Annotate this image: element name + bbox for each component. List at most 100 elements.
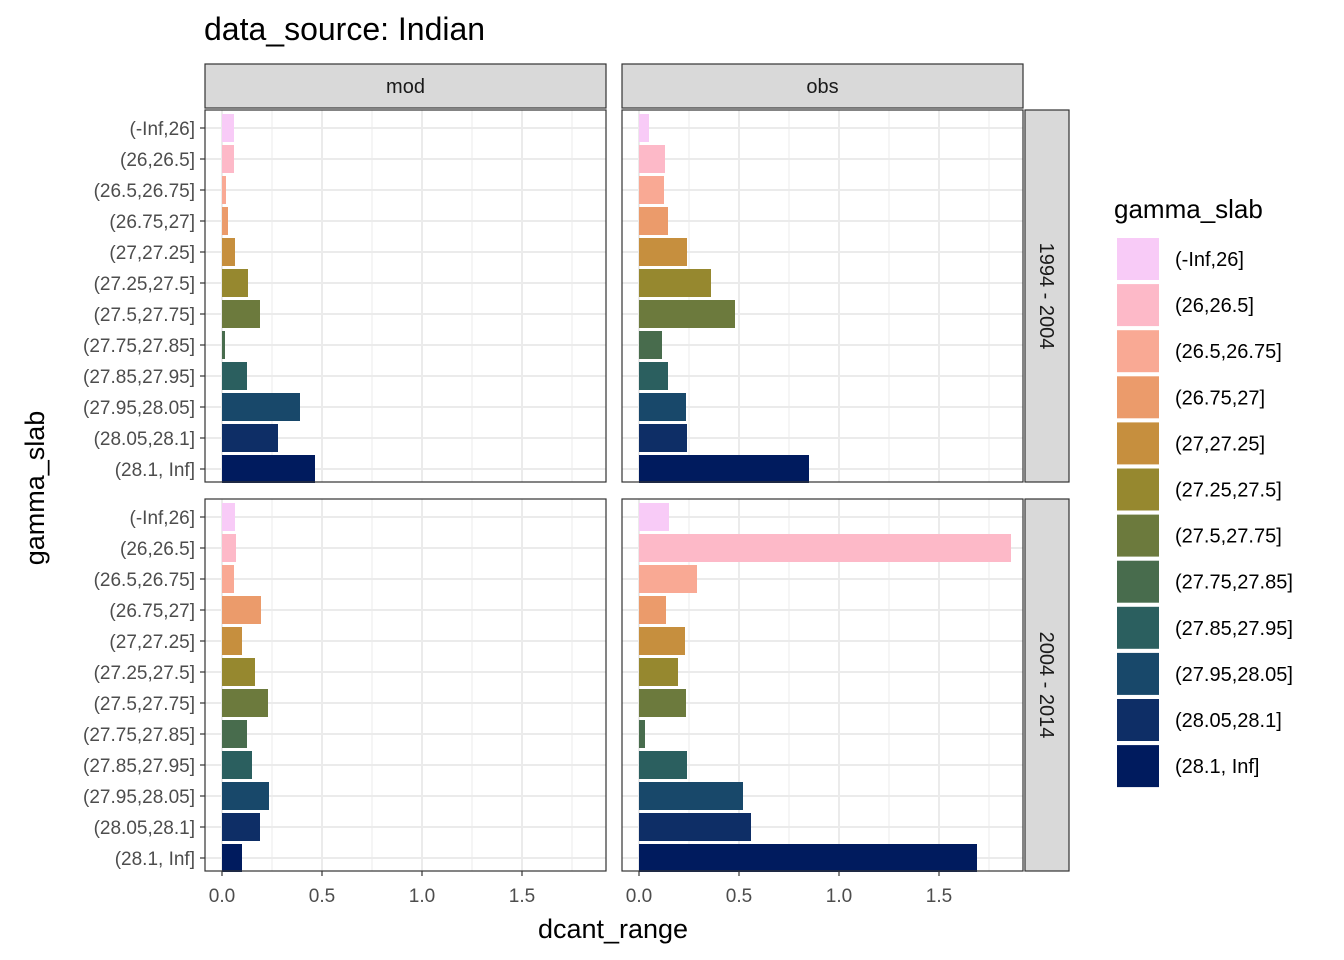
- bar-27-85-27-95: [222, 362, 247, 390]
- y-tick-label: (28.1, Inf]: [115, 460, 195, 481]
- bar-26-75-27: [222, 207, 228, 235]
- bar-27-95-28-05: [222, 782, 269, 810]
- bar-26-5-26-75: [222, 176, 226, 204]
- bar-27-75-27-85: [222, 331, 225, 359]
- legend-label-26-26-5: (26,26.5]: [1175, 295, 1254, 317]
- panels-group: mod obs 1994 - 2004 2004 - 2014 (-Inf,26] (26…: [83, 63, 1070, 907]
- strip-mod-bg: [204, 63, 607, 109]
- legend-key-28-1-inf: [1117, 745, 1159, 788]
- bar-27-27-25: [222, 238, 235, 266]
- legend-key-27-95-28-05: [1117, 652, 1159, 695]
- bar-28-1-inf: [639, 844, 977, 872]
- y-tick-label: (27.95,28.05]: [83, 398, 195, 419]
- legend-label-28-1-inf: (28.1, Inf]: [1175, 756, 1260, 778]
- legend-label-27-75-27-85: (27.75,27.85]: [1175, 572, 1293, 594]
- x-tick-label: 0.5: [309, 886, 335, 907]
- y-tick-label: (-Inf,26]: [130, 508, 195, 529]
- panel-obs-row2-border: [621, 498, 1024, 872]
- y-tick-label: (27.95,28.05]: [83, 787, 195, 808]
- bar-27-85-27-95: [639, 751, 687, 779]
- bar-27-85-27-95: [222, 751, 252, 779]
- legend-key-27-75-27-85: [1117, 560, 1159, 603]
- panel-mod-row2-border: [204, 498, 607, 872]
- bar-26-26-5: [222, 145, 234, 173]
- x-axis-title: dcant_range: [538, 914, 688, 944]
- bar-28-05-28-1: [639, 813, 751, 841]
- legend-key-27-27-25: [1117, 422, 1159, 465]
- bar-26-5-26-75: [639, 565, 697, 593]
- bar-27-25-27-5: [639, 269, 711, 297]
- panel-mod-row1-border: [204, 109, 607, 483]
- bar-26-5-26-75: [222, 565, 234, 593]
- legend-label-27-25-27-5: (27.25,27.5]: [1175, 480, 1282, 502]
- y-tick-label: (28.05,28.1]: [94, 429, 195, 450]
- bar-27-5-27-75: [222, 300, 260, 328]
- bar-inf-26: [222, 114, 234, 142]
- bar-26-75-27: [639, 207, 668, 235]
- bar-26-26-5: [222, 534, 236, 562]
- y-tick-label: (26,26.5]: [120, 150, 195, 171]
- bar-28-05-28-1: [222, 424, 278, 452]
- y-tick-label: (27,27.25]: [109, 632, 195, 653]
- legend-label-28-05-28-1: (28.05,28.1]: [1175, 710, 1282, 732]
- legend-title: gamma_slab: [1114, 194, 1263, 224]
- legend: gamma_slab (-Inf,26] (26,26.5] (26.5,26.75…: [1114, 194, 1293, 788]
- strip-obs-label: obs: [806, 76, 838, 98]
- y-tick-label: (28.05,28.1]: [94, 818, 195, 839]
- bar-27-25-27-5: [222, 658, 255, 686]
- strip-row-2-bg: [1024, 498, 1070, 872]
- chart-title: data_source: Indian: [204, 11, 485, 47]
- legend-key-27-85-27-95: [1117, 606, 1159, 649]
- bar-26-26-5: [639, 145, 665, 173]
- x-tick-label: 0.0: [626, 886, 652, 907]
- bar-27-85-27-95: [639, 362, 668, 390]
- legend-key-26-75-27: [1117, 376, 1159, 419]
- bar-27-5-27-75: [639, 689, 686, 717]
- legend-label-inf-26: (-Inf,26]: [1175, 249, 1244, 271]
- x-tick-label: 0.0: [209, 886, 235, 907]
- legend-key-28-05-28-1: [1117, 699, 1159, 741]
- y-tick-label: (26.75,27]: [109, 601, 195, 622]
- legend-key-26-5-26-75: [1117, 330, 1159, 373]
- bar-inf-26: [639, 503, 669, 531]
- y-tick-label: (26,26.5]: [120, 539, 195, 560]
- legend-label-26-75-27: (26.75,27]: [1175, 387, 1265, 409]
- bar-27-25-27-5: [639, 658, 678, 686]
- panel-mod-row2-background: [205, 499, 606, 871]
- bar-28-1-inf: [639, 455, 809, 483]
- bar-26-75-27: [222, 596, 261, 624]
- panel-obs-row2: [621, 498, 1024, 872]
- legend-key-27-25-27-5: [1117, 468, 1159, 511]
- x-tick-label: 1.5: [926, 886, 952, 907]
- bar-27-5-27-75: [639, 300, 735, 328]
- x-tick-label: 1.0: [826, 886, 852, 907]
- bar-inf-26: [639, 114, 649, 142]
- bar-26-75-27: [639, 596, 666, 624]
- legend-label-27-5-27-75: (27.5,27.75]: [1175, 526, 1282, 548]
- bar-27-27-25: [222, 627, 242, 655]
- x-tick-label: 1.0: [409, 886, 435, 907]
- strip-row-1-bg: [1024, 109, 1070, 483]
- y-tick-label: (27.75,27.85]: [83, 725, 195, 746]
- bar-27-75-27-85: [639, 331, 662, 359]
- y-axis-title: gamma_slab: [20, 411, 50, 566]
- bar-inf-26: [222, 503, 235, 531]
- strip-mod-label: mod: [386, 76, 425, 98]
- y-tick-label: (27,27.25]: [109, 243, 195, 264]
- bar-26-26-5: [639, 534, 1011, 562]
- bar-27-27-25: [639, 627, 685, 655]
- y-tick-label: (-Inf,26]: [130, 119, 195, 140]
- x-tick-label: 0.5: [726, 886, 752, 907]
- y-tick-label: (27.85,27.95]: [83, 367, 195, 388]
- y-tick-label: (27.5,27.75]: [94, 694, 195, 715]
- bar-27-27-25: [639, 238, 687, 266]
- legend-label-27-85-27-95: (27.85,27.95]: [1175, 618, 1293, 640]
- y-tick-label: (27.25,27.5]: [94, 663, 195, 684]
- bar-28-05-28-1: [222, 813, 260, 841]
- legend-key-27-5-27-75: [1117, 514, 1159, 557]
- legend-key-26-26-5: [1117, 284, 1159, 327]
- y-tick-label: (27.75,27.85]: [83, 336, 195, 357]
- panel-mod-row2: [204, 498, 607, 872]
- legend-key-inf-26: [1117, 238, 1159, 280]
